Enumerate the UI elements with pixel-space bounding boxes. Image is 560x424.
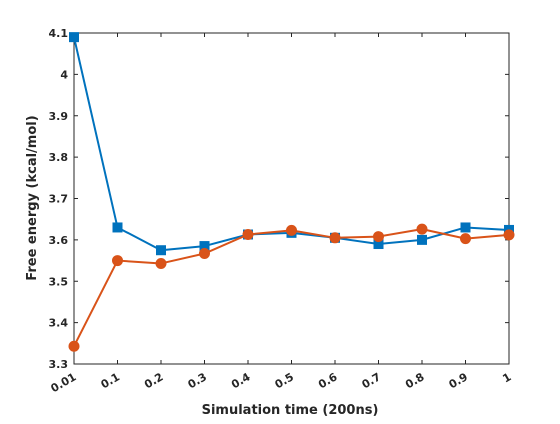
x-tick-label: 0.1	[99, 370, 122, 391]
y-tick-label: 3.4	[49, 317, 69, 330]
data-point-circle	[503, 229, 515, 241]
y-tick-label: 3.3	[49, 358, 69, 371]
y-tick-label: 3.9	[49, 110, 69, 123]
x-tick-label: 0.01	[48, 370, 78, 395]
y-tick-label: 3.7	[49, 193, 69, 206]
data-point-circle	[416, 223, 428, 235]
x-tick-label: 0.5	[273, 370, 296, 391]
x-tick-label: 0.6	[316, 370, 340, 391]
data-point-square	[460, 222, 471, 233]
data-point-square	[156, 245, 166, 256]
axes-box	[73, 32, 510, 365]
data-point-circle	[329, 232, 341, 244]
y-tick-label: 4.1	[49, 27, 69, 40]
x-axis-label: Simulation time (200ns)	[202, 403, 379, 418]
data-point-square	[69, 32, 79, 43]
data-point-square	[112, 222, 123, 233]
series-2	[68, 223, 515, 352]
data-point-circle	[199, 248, 210, 260]
x-tick-label: 0.9	[447, 370, 470, 391]
data-point-circle	[373, 231, 384, 243]
y-axis-label: Free energy (kcal/mol)	[25, 115, 40, 280]
data-point-circle	[460, 233, 471, 245]
x-tick-label: 1	[500, 370, 513, 385]
plot-area-frame	[73, 32, 510, 365]
series-layer	[68, 32, 515, 352]
y-tick-label: 3.6	[49, 234, 69, 247]
y-tick-label: 3.8	[49, 151, 69, 164]
y-tick-label: 4	[60, 68, 68, 81]
x-tick-label: 0.4	[229, 370, 253, 391]
x-tick-label: 0.8	[403, 370, 426, 391]
data-point-circle	[242, 228, 254, 240]
data-point-circle	[286, 224, 297, 236]
y-tick-label: 3.5	[49, 275, 69, 288]
x-tick-label: 0.2	[142, 370, 165, 391]
data-point-circle	[155, 257, 167, 269]
y-axis-ticks: 3.3 3.4 3.5 3.6 3.7 3.8 3.9 4 4.1	[49, 27, 509, 371]
x-tick-label: 0.7	[360, 370, 383, 391]
data-point-circle	[68, 340, 80, 352]
data-point-circle	[112, 255, 123, 267]
x-tick-label: 0.3	[186, 370, 209, 391]
data-point-square	[417, 234, 427, 245]
